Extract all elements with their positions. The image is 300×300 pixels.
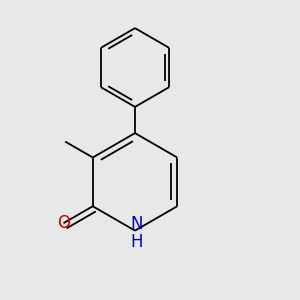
Text: H: H [130, 233, 143, 251]
Text: O: O [57, 214, 70, 232]
Text: N: N [130, 215, 143, 233]
